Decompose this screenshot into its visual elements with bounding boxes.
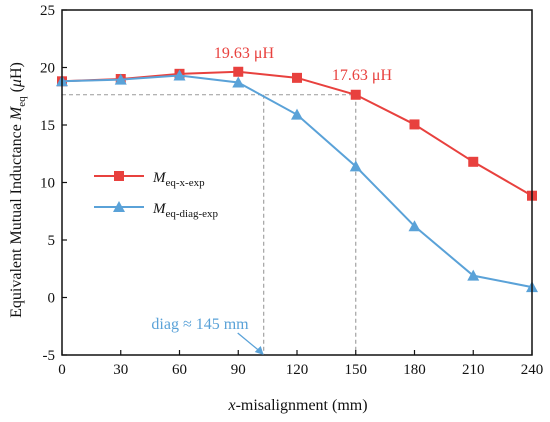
legend-label-diag: Meq-diag-exp (152, 201, 219, 220)
y-tick-label: 5 (48, 233, 56, 249)
y-tick-label: 25 (40, 3, 55, 19)
y-axis-title-unit-mu: μ (8, 79, 25, 88)
data-point-x (468, 156, 479, 167)
legend-marker-square (114, 171, 124, 181)
x-tick-label: 120 (286, 362, 309, 378)
x-axis-title-var: x (227, 397, 235, 414)
series-layer (56, 66, 538, 293)
x-tick-label: 210 (462, 362, 485, 378)
data-point-diag (173, 69, 186, 81)
annotation-150mm-value: 17.63 μH (332, 67, 393, 84)
x-tick-label: 240 (521, 362, 544, 378)
data-point-diag (232, 76, 245, 88)
y-axis-title: Equivalent Mutual Inductance Meq (μH) (8, 62, 28, 318)
reference-lines (62, 94, 357, 355)
data-point-x (350, 89, 361, 100)
data-point-diag (291, 108, 303, 120)
data-point-diag (349, 160, 362, 172)
x-tick-label: 30 (113, 362, 128, 378)
data-point-x (292, 72, 302, 83)
y-tick-label: 20 (40, 61, 55, 77)
x-tick-label: 180 (403, 362, 426, 378)
legend-label-x-sub: eq-x-exp (166, 177, 206, 189)
y-axis-title-unit-close: H) (8, 62, 25, 79)
legend: Meq-x-exp Meq-diag-exp (94, 170, 219, 220)
data-point-x (409, 119, 420, 130)
y-axis-title-subscript: eq (16, 96, 28, 107)
legend-marker-triangle (113, 201, 125, 212)
data-point-diag (114, 73, 127, 85)
y-tick-label: 10 (40, 176, 55, 192)
x-tick-label: 60 (172, 362, 187, 378)
annotation-arrow (237, 332, 262, 353)
annotation-diag-equivalent: diag ≈ 145 mm (151, 316, 249, 333)
y-axis-title-unit-open: ( (8, 87, 25, 96)
x-axis-title-text: -misalignment (mm) (236, 397, 368, 414)
annotation-peak-value: 19.63 μH (214, 45, 275, 62)
plot-frame (61, 9, 533, 356)
annotation-arrow-head (254, 346, 264, 355)
data-point-diag (467, 269, 480, 281)
y-tick-label: 15 (40, 118, 55, 134)
legend-label-x-symbol: M (152, 170, 167, 186)
legend-label-diag-sub: eq-diag-exp (166, 208, 219, 220)
y-axis-title-symbol: M (8, 105, 25, 121)
x-tick-label: 0 (58, 362, 66, 378)
x-tick-label: 150 (345, 362, 368, 378)
annotations: 19.63 μH 17.63 μH diag ≈ 145 mm (151, 45, 393, 355)
y-tick-label: -5 (43, 348, 56, 364)
series-line-diag (61, 74, 533, 289)
series-line-x (61, 70, 533, 197)
x-axis-title: x-misalignment (mm) (227, 397, 367, 414)
x-tick-label: 90 (231, 362, 246, 378)
y-tick-label: 0 (48, 291, 56, 307)
legend-label-diag-symbol: M (152, 201, 167, 217)
data-point-x (233, 66, 244, 77)
data-point-diag (408, 220, 421, 232)
legend-label-x: Meq-x-exp (152, 170, 205, 189)
y-axis-title-text: Equivalent Mutual Inductance (8, 120, 25, 318)
